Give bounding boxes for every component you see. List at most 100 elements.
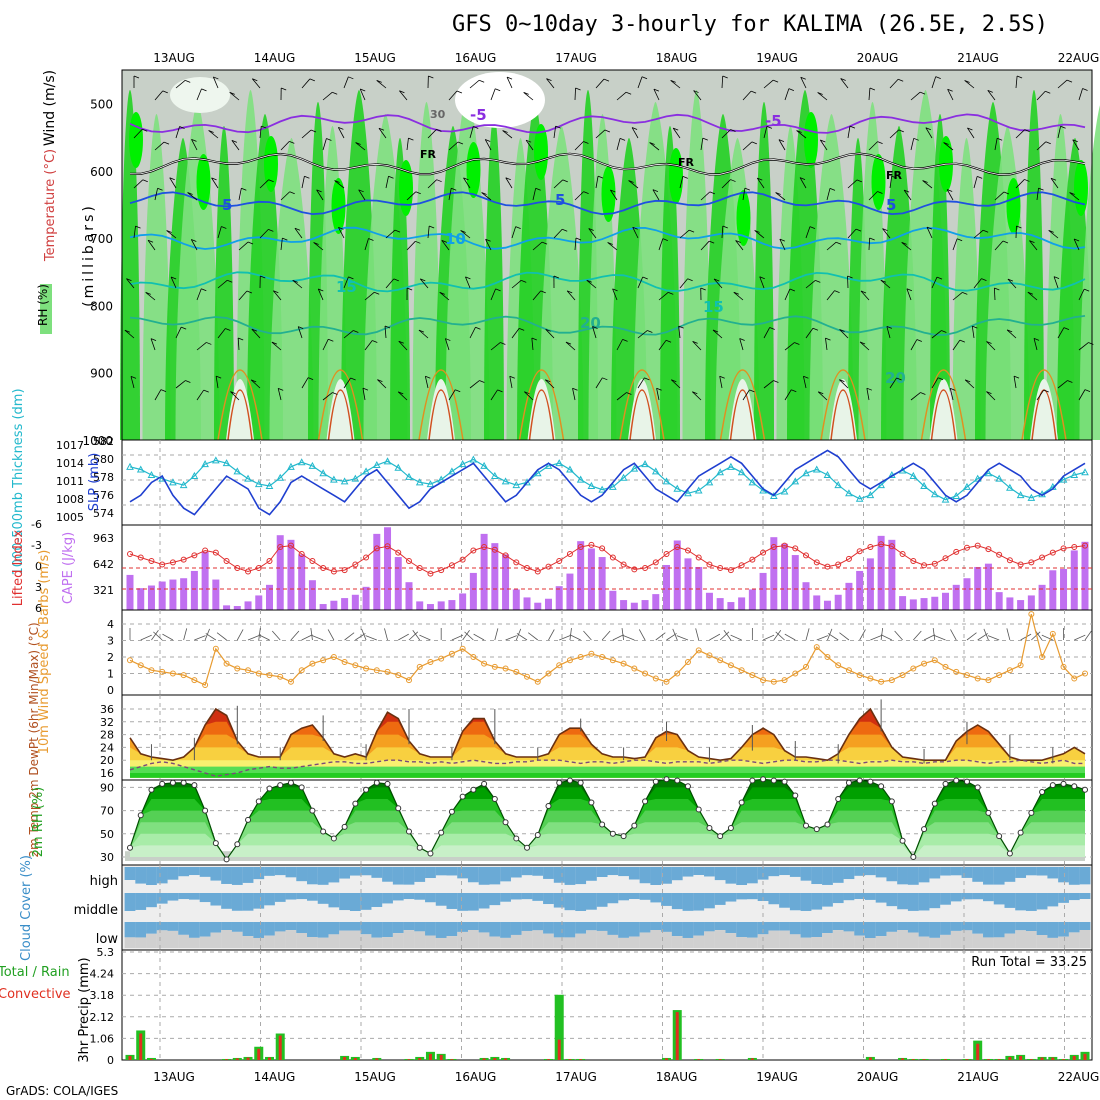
wind-barb-flag <box>247 241 254 245</box>
wind-barb <box>713 278 723 289</box>
surface-wind-barb <box>365 635 377 641</box>
wind-barb-flag <box>166 230 172 233</box>
contour-label: 5 <box>222 196 232 214</box>
wind-barb-flag <box>355 142 361 145</box>
rh-core <box>466 142 481 198</box>
thickness-point <box>533 469 542 477</box>
rh-point <box>953 777 960 784</box>
wind-barb <box>733 291 744 301</box>
cloud-middle-bar <box>586 893 597 910</box>
surface-wind-barb <box>816 635 829 641</box>
slp-tick: 1005 <box>56 511 84 524</box>
cloud-low-gap <box>392 933 404 948</box>
rh-point <box>534 831 541 838</box>
cloud-low-bar <box>1015 922 1027 931</box>
wind-barb-flag <box>820 139 826 143</box>
cape-bar <box>942 592 950 610</box>
rh-point <box>298 784 305 791</box>
wind-barb-flag <box>145 292 151 295</box>
cloud-low-gap <box>789 934 801 948</box>
cloud-low-bar <box>639 922 651 933</box>
cloud-high-bar <box>746 867 758 884</box>
wind-speed-point <box>792 670 799 677</box>
wind-barb-flag <box>451 187 457 191</box>
wind-barb <box>511 328 520 339</box>
wind-barb <box>1053 276 1059 289</box>
cape-bar <box>544 598 552 610</box>
cloud-high-bar <box>199 867 211 877</box>
wind-barb <box>1057 79 1068 89</box>
cloud-low-gap <box>371 937 383 948</box>
cloud-low-bar <box>392 922 404 934</box>
cloud-high-bar <box>349 867 361 876</box>
lifted-index-point <box>1028 559 1035 566</box>
bottom-date-label: 15AUG <box>354 1070 396 1084</box>
wind-barb <box>170 276 177 289</box>
wind-barb <box>889 129 900 139</box>
slp-tick: 1011 <box>56 475 84 488</box>
wind-barb-flag <box>671 379 677 383</box>
rh-point <box>212 840 219 847</box>
lifted-index-point <box>652 559 659 566</box>
wind-barb <box>322 91 333 101</box>
wind-barb <box>679 278 688 289</box>
cape-bar <box>190 570 198 610</box>
wind-barb-flag <box>555 125 561 129</box>
thickness-point <box>523 478 531 486</box>
bottom-date-label: 22AUG <box>1058 1070 1100 1084</box>
wind-barb <box>301 176 305 189</box>
wind-barb-flag <box>986 391 992 394</box>
cape-bar <box>341 598 349 610</box>
wind-barb <box>251 328 261 339</box>
isotherm-25 <box>418 369 464 441</box>
cloud-high-bar <box>264 867 275 876</box>
cloud-low-bar <box>328 922 340 935</box>
lifted-index-point <box>448 562 455 569</box>
wind-speed-point <box>888 677 895 684</box>
thickness-point <box>834 481 843 489</box>
cape-bar <box>180 578 188 610</box>
wind-barb-flag <box>1013 375 1020 379</box>
thickness-point <box>501 477 510 485</box>
thickness-point <box>169 478 177 486</box>
wind-barb-flag <box>142 179 148 183</box>
wind-barb <box>616 91 627 101</box>
cloud-high-bar <box>457 867 469 879</box>
footer-credit: GrADS: COLA/IGES <box>6 1084 119 1098</box>
wind-barb <box>385 278 395 289</box>
cape-tick: 321 <box>93 584 114 597</box>
cape-bar <box>652 594 660 610</box>
cloud-high-bar <box>317 867 329 885</box>
wind-barb-flag <box>647 330 653 333</box>
rh-point <box>384 780 391 787</box>
cloud-level-label: high <box>90 874 118 889</box>
cloud-low-gap <box>489 936 501 948</box>
cape-bar <box>491 543 499 610</box>
wind-barb-flag <box>1048 230 1054 233</box>
thickness-point <box>576 475 585 483</box>
cape-bar <box>995 592 1003 610</box>
wind-speed-point <box>556 662 563 669</box>
thickness-point <box>276 473 285 481</box>
rh-point <box>770 777 777 784</box>
wind-barb <box>126 278 135 289</box>
rh-core <box>804 112 818 168</box>
cloud-high-bar <box>510 867 522 878</box>
surface-wind-barb <box>880 634 893 641</box>
cloud-high-bar <box>1068 867 1080 885</box>
cloud-low-bar <box>317 922 329 938</box>
wind-barb <box>779 238 786 251</box>
wind-speed-point <box>781 677 788 684</box>
cloud-low-gap <box>628 936 640 948</box>
cloud-low-bar <box>435 922 447 938</box>
cape-bar <box>641 600 649 610</box>
wind-barb-flag <box>436 129 442 132</box>
wind-speed-point <box>867 675 874 682</box>
wind-barb-flag <box>880 279 886 283</box>
thickness-point <box>598 485 606 493</box>
wind-speed-point <box>674 670 681 677</box>
rh-point <box>266 785 273 792</box>
lifted-index-point <box>824 563 831 570</box>
wind-barb <box>987 90 996 101</box>
lifted-index-point <box>234 565 241 571</box>
